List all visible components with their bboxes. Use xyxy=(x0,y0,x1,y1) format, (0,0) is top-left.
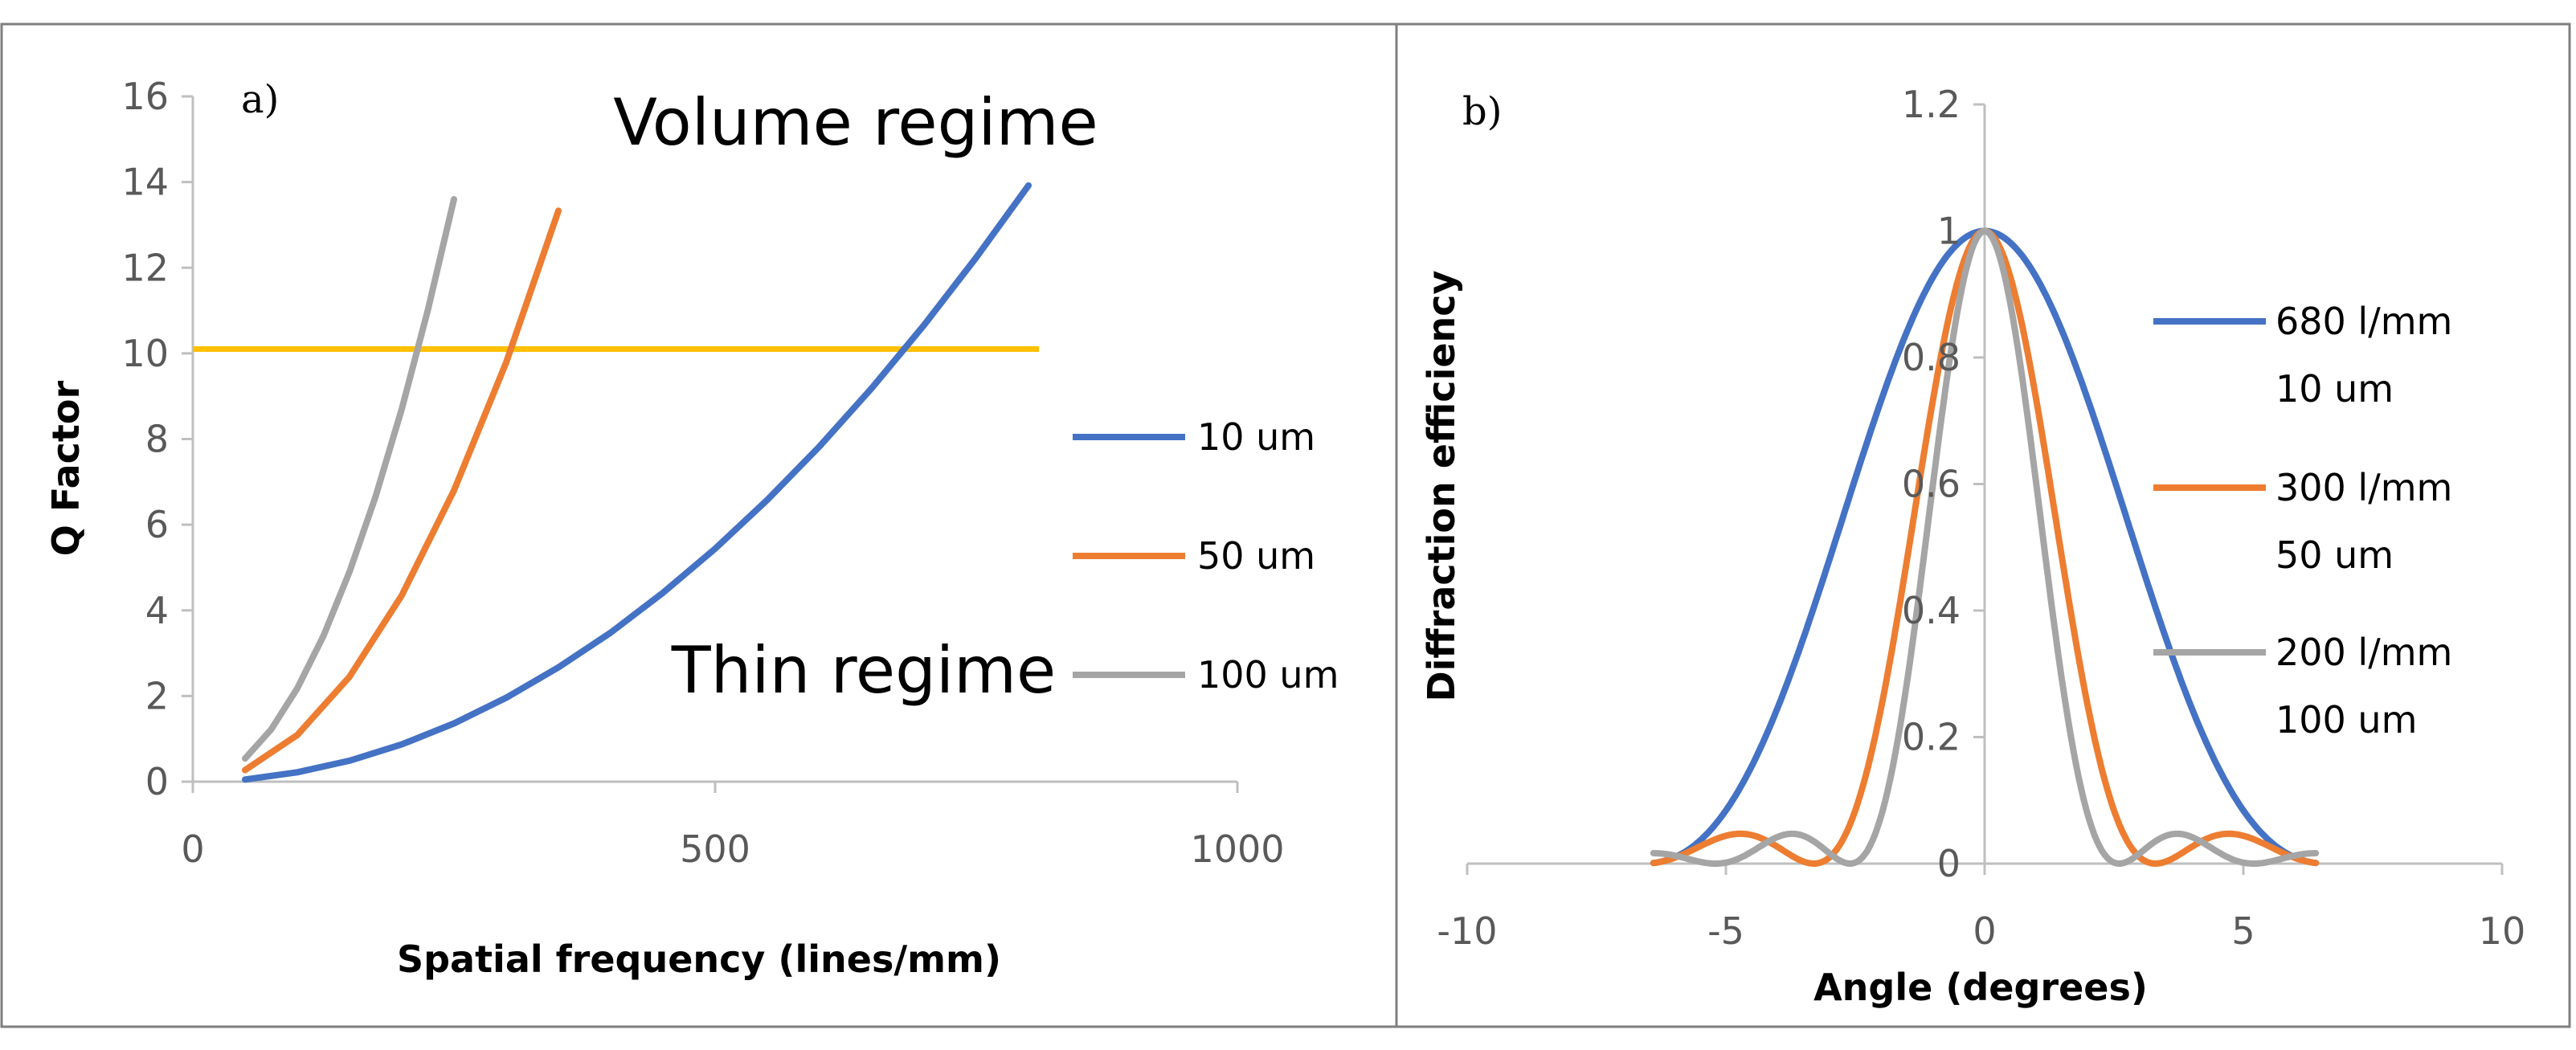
chart-b-x-label: Angle (degrees) xyxy=(1813,966,2148,1009)
chart-a-y-tick-label: 4 xyxy=(145,589,169,632)
chart-b-y-tick-label: 0 xyxy=(1937,842,1961,885)
chart-b-y-label: Diffraction efficiency xyxy=(1420,270,1463,701)
chart-b-legend-label-680: 680 l/mm xyxy=(2275,300,2452,343)
chart-a: 0 2 4 6 8 10 12 14 16 0 500 1000 a) Volume regime T… xyxy=(44,75,1339,981)
chart-b-x-tick-label: 5 xyxy=(2231,909,2255,953)
chart-b-legend-label-680-thickness: 10 um xyxy=(2275,367,2394,411)
chart-b-panel-label: b) xyxy=(1462,89,1502,134)
chart-a-y-tick-label: 16 xyxy=(121,75,169,118)
chart-a-x-tick-label: 1000 xyxy=(1190,827,1284,871)
chart-a-y-tick-label: 6 xyxy=(145,503,169,546)
chart-a-y-tick-label: 14 xyxy=(121,161,169,204)
chart-a-series-100-um xyxy=(242,196,457,762)
chart-b-series xyxy=(1650,227,2320,867)
chart-b-legend-label-200: 200 l/mm xyxy=(2275,631,2452,674)
chart-a-x-tick-label: 0 xyxy=(181,827,204,871)
chart-a-legend-label-50um: 50 um xyxy=(1197,534,1315,578)
chart-b-y-tick-label: 0.6 xyxy=(1902,463,1961,506)
chart-b-y-tick-label: 0.4 xyxy=(1902,589,1961,632)
chart-a-y-tick-label: 12 xyxy=(121,246,169,289)
chart-a-series xyxy=(193,182,1039,783)
chart-b-y-tick-label: 0.2 xyxy=(1902,716,1961,759)
chart-b-legend-label-300-thickness: 50 um xyxy=(2275,533,2394,577)
chart-a-series-10-um xyxy=(242,182,1032,783)
chart-a-tick-labels: 0 2 4 6 8 10 12 14 16 0 500 1000 xyxy=(121,75,1284,871)
chart-a-annotation-thin: Thin regime xyxy=(671,633,1056,708)
chart-a-y-label: Q Factor xyxy=(44,380,88,556)
chart-a-y-tick-label: 0 xyxy=(145,760,169,803)
chart-b-x-tick-label: -5 xyxy=(1707,909,1744,953)
chart-a-legend-label-10um: 10 um xyxy=(1197,415,1315,459)
chart-a-y-tick-label: 10 xyxy=(121,332,169,375)
chart-b-y-tick-label: 0.8 xyxy=(1902,336,1961,379)
chart-b-x-tick-label: 10 xyxy=(2479,909,2526,953)
chart-b-legend: 680 l/mm 10 um 300 l/mm 50 um 200 l/mm 1… xyxy=(2153,300,2452,742)
chart-b-legend-label-300: 300 l/mm xyxy=(2275,466,2452,509)
chart-b-series-200-l-mm xyxy=(1650,227,2320,867)
chart-b-y-tick-label: 1.2 xyxy=(1902,83,1961,126)
chart-b-y-tick-label: 1 xyxy=(1937,210,1961,253)
chart-b-legend-label-200-thickness: 100 um xyxy=(2275,698,2417,742)
chart-a-series-50-um xyxy=(242,207,562,774)
chart-b-tick-labels: -10 -5 0 5 10 0 0.2 0.4 0.6 0.8 1 1.2 xyxy=(1437,83,2525,953)
chart-b: -10 -5 0 5 10 0 0.2 0.4 0.6 0.8 1 1.2 b) Angle (deg… xyxy=(1420,83,2525,1009)
chart-a-x-tick-label: 500 xyxy=(680,827,750,871)
chart-b-x-tick-label: 0 xyxy=(1973,909,1996,953)
chart-a-legend: 10 um 50 um 100 um xyxy=(1073,415,1339,697)
chart-a-panel-label: a) xyxy=(241,77,279,122)
figure-border xyxy=(0,22,2571,1028)
chart-a-y-tick-label: 2 xyxy=(145,674,169,717)
chart-a-annotation-volume: Volume regime xyxy=(613,85,1098,160)
chart-a-legend-label-100um: 100 um xyxy=(1197,653,1339,697)
chart-a-y-tick-label: 8 xyxy=(145,418,169,461)
chart-a-axes xyxy=(182,95,1239,793)
chart-a-x-label: Spatial frequency (lines/mm) xyxy=(397,938,1001,981)
chart-b-x-tick-label: -10 xyxy=(1437,909,1497,953)
